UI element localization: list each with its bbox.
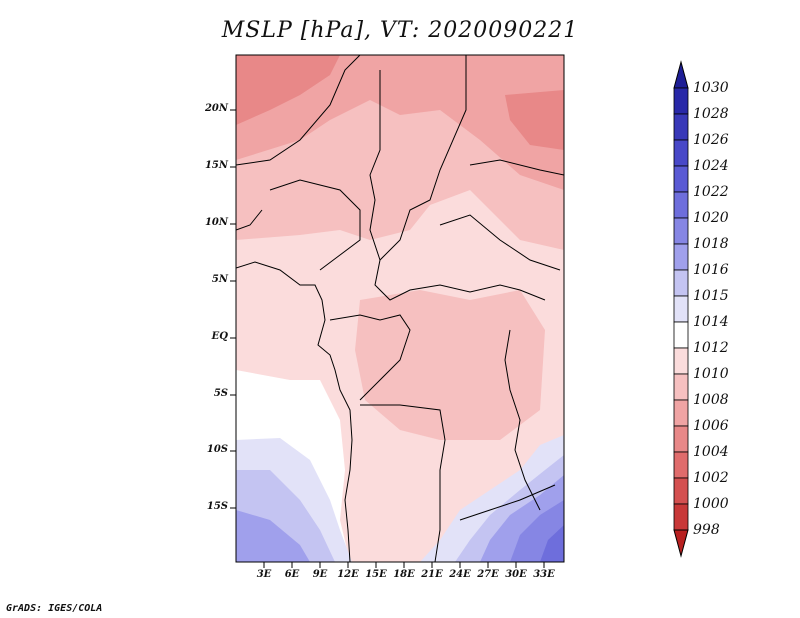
lon-label-24e: 24E xyxy=(449,569,471,580)
lon-label-3e: 3E xyxy=(256,569,272,580)
border-8 xyxy=(469,159,564,176)
lat-ticks xyxy=(230,109,236,509)
colorbar-label-998: 998 xyxy=(693,522,720,538)
lat-label-5s: 5S xyxy=(213,388,228,399)
field-1008-north xyxy=(236,55,564,190)
colorbar xyxy=(673,60,689,558)
colorbar-segment xyxy=(673,243,689,271)
border-1 xyxy=(236,55,361,166)
colorbar-label-1026: 1026 xyxy=(693,132,729,148)
colorbar-segment xyxy=(673,477,689,505)
lon-label-18e: 18E xyxy=(393,569,415,580)
border-9 xyxy=(236,209,263,231)
field-1006-northeast xyxy=(505,90,564,150)
colorbar-segment xyxy=(673,269,689,297)
colorbar-segment xyxy=(673,295,689,323)
lat-label-15s: 15S xyxy=(206,501,228,512)
lon-label-27e: 27E xyxy=(477,569,499,580)
border-2 xyxy=(369,70,381,261)
colorbar-label-1000: 1000 xyxy=(693,496,729,512)
lon-label-33e: 33E xyxy=(533,569,555,580)
colorbar-label-1018: 1018 xyxy=(693,236,729,252)
colorbar-label-1022: 1022 xyxy=(693,184,729,200)
lon-label-21e: 21E xyxy=(421,569,443,580)
field-1010-central xyxy=(355,290,545,440)
colorbar-segment xyxy=(673,373,689,401)
colorbar-segment xyxy=(673,451,689,479)
map-title: MSLP [hPa], VT: 2020090221 xyxy=(221,18,579,43)
lon-ticks xyxy=(263,562,545,568)
colorbar-segment xyxy=(673,399,689,427)
colorbar-segment xyxy=(673,113,689,141)
colorbar-segment xyxy=(673,139,689,167)
border-10 xyxy=(459,484,556,521)
colorbar-segment xyxy=(673,191,689,219)
colorbar-label-1016: 1016 xyxy=(693,262,729,278)
country-borders xyxy=(236,55,564,562)
coastline-west xyxy=(236,261,353,562)
lon-label-30e: 30E xyxy=(505,569,527,580)
map-frame xyxy=(235,54,565,563)
colorbar-segment xyxy=(673,321,689,349)
pressure-field xyxy=(236,55,564,562)
colorbar-segment xyxy=(673,87,689,115)
colorbar-segment xyxy=(673,503,689,531)
border-4 xyxy=(269,179,361,271)
colorbar-label-1014: 1014 xyxy=(693,314,729,330)
border-3 xyxy=(374,55,546,301)
colorbar-label-1006: 1006 xyxy=(693,418,729,434)
lat-label-20n: 20N xyxy=(204,103,228,114)
field-1018-southwest xyxy=(236,510,310,562)
colorbar-top-arrow xyxy=(673,60,689,89)
lon-label-15e: 15E xyxy=(365,569,387,580)
lon-label-12e: 12E xyxy=(337,569,359,580)
colorbar-segment xyxy=(673,217,689,245)
colorbar-bottom-arrow xyxy=(673,529,689,558)
colorbar-label-1028: 1028 xyxy=(693,106,729,122)
colorbar-label-1002: 1002 xyxy=(693,470,729,486)
border-6 xyxy=(360,404,446,562)
lon-label-6e: 6E xyxy=(284,569,300,580)
colorbar-label-1015: 1015 xyxy=(693,288,729,304)
colorbar-label-1004: 1004 xyxy=(693,444,729,460)
colorbar-label-1012: 1012 xyxy=(693,340,729,356)
border-lakes xyxy=(504,329,541,511)
lat-label-eq: EQ xyxy=(211,331,228,342)
colorbar-label-1010: 1010 xyxy=(693,366,729,382)
lat-label-10s: 10S xyxy=(206,444,228,455)
colorbar-label-1030: 1030 xyxy=(693,80,729,96)
colorbar-label-1024: 1024 xyxy=(693,158,729,174)
lon-label-9e: 9E xyxy=(312,569,328,580)
field-1006-northwest xyxy=(236,55,340,125)
colorbar-segment xyxy=(673,347,689,375)
colorbar-label-1020: 1020 xyxy=(693,210,729,226)
field-1022-southeast xyxy=(540,525,564,562)
border-5 xyxy=(329,314,411,401)
border-7 xyxy=(439,214,561,271)
lat-label-15n: 15N xyxy=(204,160,228,171)
grads-credit: GrADS: IGES/COLA xyxy=(6,603,103,614)
colorbar-segment xyxy=(673,165,689,193)
lat-label-10n: 10N xyxy=(204,217,228,228)
lat-label-5n: 5N xyxy=(211,274,228,285)
colorbar-segment xyxy=(673,425,689,453)
colorbar-label-1008: 1008 xyxy=(693,392,729,408)
